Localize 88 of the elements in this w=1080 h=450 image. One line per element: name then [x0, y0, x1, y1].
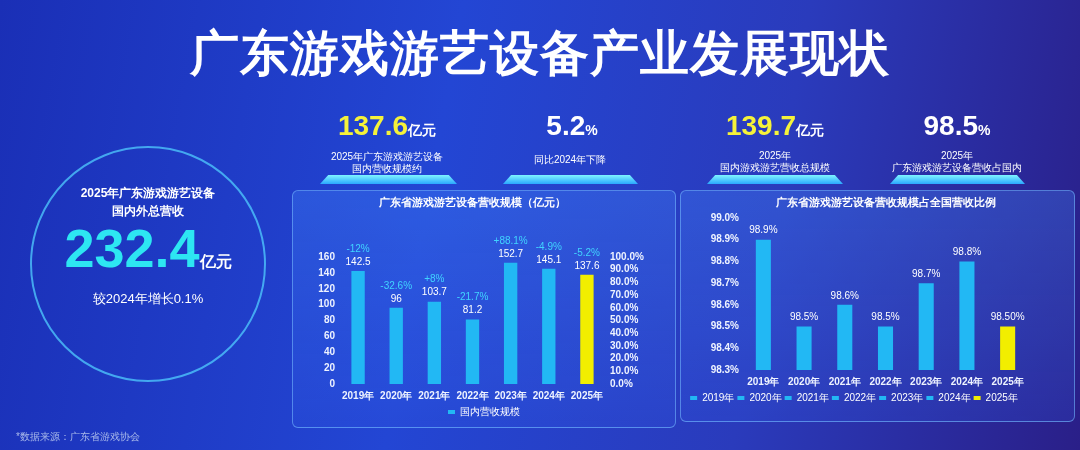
- text: 139.7: [725, 110, 797, 141]
- x-tick-label: 2022年: [869, 375, 902, 387]
- y2-tick-label: 50.0%: [610, 314, 639, 326]
- annotation: -5.2%: [573, 246, 601, 258]
- x-tick-label: 2025年: [570, 389, 604, 401]
- y2-tick-label: 80.0%: [610, 276, 639, 288]
- chart-title: 广东省游戏游艺设备营收规模占全国营收比例: [774, 196, 996, 209]
- text: 广东游戏游艺设备产业发展现状: [190, 26, 890, 80]
- data-label: 103.7: [421, 286, 448, 298]
- y-tick-label: 0: [329, 377, 336, 389]
- y-tick-label: 80: [323, 314, 336, 326]
- chart-title: 广东省游戏游艺设备营收规模（亿元）: [378, 196, 566, 210]
- x-tick-label: 2021年: [828, 375, 861, 387]
- x-tick-label: 2025年: [991, 375, 1024, 387]
- text: 2025年广东游戏游艺设备: [330, 151, 444, 162]
- text: 亿元: [199, 253, 232, 270]
- text: 2025年广东游戏游艺设备: [80, 186, 216, 200]
- y2-tick-label: 0.0%: [610, 377, 633, 389]
- text: *数据来源：广东省游戏协会: [16, 431, 140, 442]
- y-tick-label: 100: [318, 298, 336, 310]
- x-tick-label: 2022年: [456, 389, 489, 401]
- x-tick-label: 2023年: [910, 375, 943, 387]
- y2-tick-label: 30.0%: [610, 339, 639, 351]
- data-label: 98.6%: [830, 289, 860, 301]
- data-label: 98.5%: [871, 311, 900, 323]
- x-tick-label: 2019年: [747, 375, 780, 387]
- data-label: 152.7: [498, 247, 524, 259]
- y-tick-label: 98.6%: [710, 298, 740, 310]
- data-label: 98.9%: [749, 224, 778, 236]
- text: 亿元: [408, 122, 437, 138]
- text: 国内外总营收: [112, 204, 184, 218]
- text: 2025年: [940, 150, 974, 161]
- y2-tick-label: 10.0%: [610, 365, 639, 377]
- text: 5.2: [546, 110, 586, 141]
- text: 98.5: [923, 110, 979, 141]
- annotation: -32.6%: [380, 279, 413, 291]
- text: 亿元: [796, 122, 825, 138]
- annotation: -12%: [346, 242, 370, 254]
- annotation: -4.9%: [535, 240, 562, 252]
- annotation: -21.7%: [456, 291, 489, 303]
- text: 广东游戏游艺设备营收占国内: [892, 162, 1022, 173]
- y-tick-label: 140: [318, 266, 336, 278]
- x-tick-label: 2023年: [494, 389, 527, 401]
- y-tick-label: 98.8%: [710, 255, 740, 267]
- data-label: 98.50%: [990, 311, 1025, 323]
- text: %: [978, 122, 991, 138]
- y-tick-label: 98.9%: [710, 233, 740, 245]
- x-tick-label: 2024年: [950, 375, 984, 387]
- data-label: 142.5: [345, 255, 372, 267]
- x-tick-label: 2021年: [418, 389, 451, 401]
- legend-label: 国内营收规模: [460, 405, 520, 417]
- data-label: 137.6: [574, 259, 600, 271]
- data-label: 81.2: [462, 304, 483, 316]
- y-tick-label: 98.4%: [710, 342, 740, 354]
- annotation: +88.1%: [493, 234, 528, 246]
- y-tick-label: 98.3%: [710, 363, 740, 375]
- data-label: 98.7%: [912, 267, 941, 279]
- y-tick-label: 98.7%: [710, 276, 740, 288]
- y2-tick-label: 20.0%: [610, 352, 639, 364]
- x-tick-label: 2020年: [380, 389, 413, 401]
- x-tick-label: 2020年: [787, 375, 821, 387]
- y2-tick-label: 100.0%: [610, 250, 645, 262]
- data-label: 98.5%: [789, 311, 819, 323]
- y-tick-label: 40: [323, 346, 336, 357]
- text: 137.6: [337, 110, 409, 141]
- data-label: 96: [390, 292, 403, 304]
- data-label: 145.1: [536, 253, 562, 265]
- text: %: [585, 122, 598, 138]
- y2-tick-label: 70.0%: [610, 288, 639, 300]
- x-tick-label: 2024年: [532, 389, 565, 401]
- y-tick-label: 120: [318, 282, 336, 294]
- text: 较2024年增长0.1%: [92, 291, 204, 306]
- y-tick-label: 160: [318, 250, 336, 262]
- x-tick-label: 2019年: [341, 389, 375, 401]
- text: 同比2024年下降: [533, 154, 607, 165]
- text: 国内游戏游艺营收总规模: [720, 162, 830, 173]
- y-tick-label: 98.5%: [710, 320, 740, 332]
- text: 232.4: [64, 218, 200, 278]
- y2-tick-label: 40.0%: [610, 326, 639, 338]
- annotation: +8%: [424, 273, 445, 285]
- data-label: 98.8%: [952, 246, 982, 258]
- text: 2025年: [758, 150, 792, 161]
- y2-tick-label: 90.0%: [610, 263, 639, 275]
- y-tick-label: 20: [323, 361, 336, 373]
- text: 国内营收规模约: [352, 163, 422, 174]
- y2-tick-label: 60.0%: [610, 301, 639, 313]
- y-tick-label: 99.0%: [710, 211, 740, 223]
- y-tick-label: 60: [323, 330, 336, 342]
